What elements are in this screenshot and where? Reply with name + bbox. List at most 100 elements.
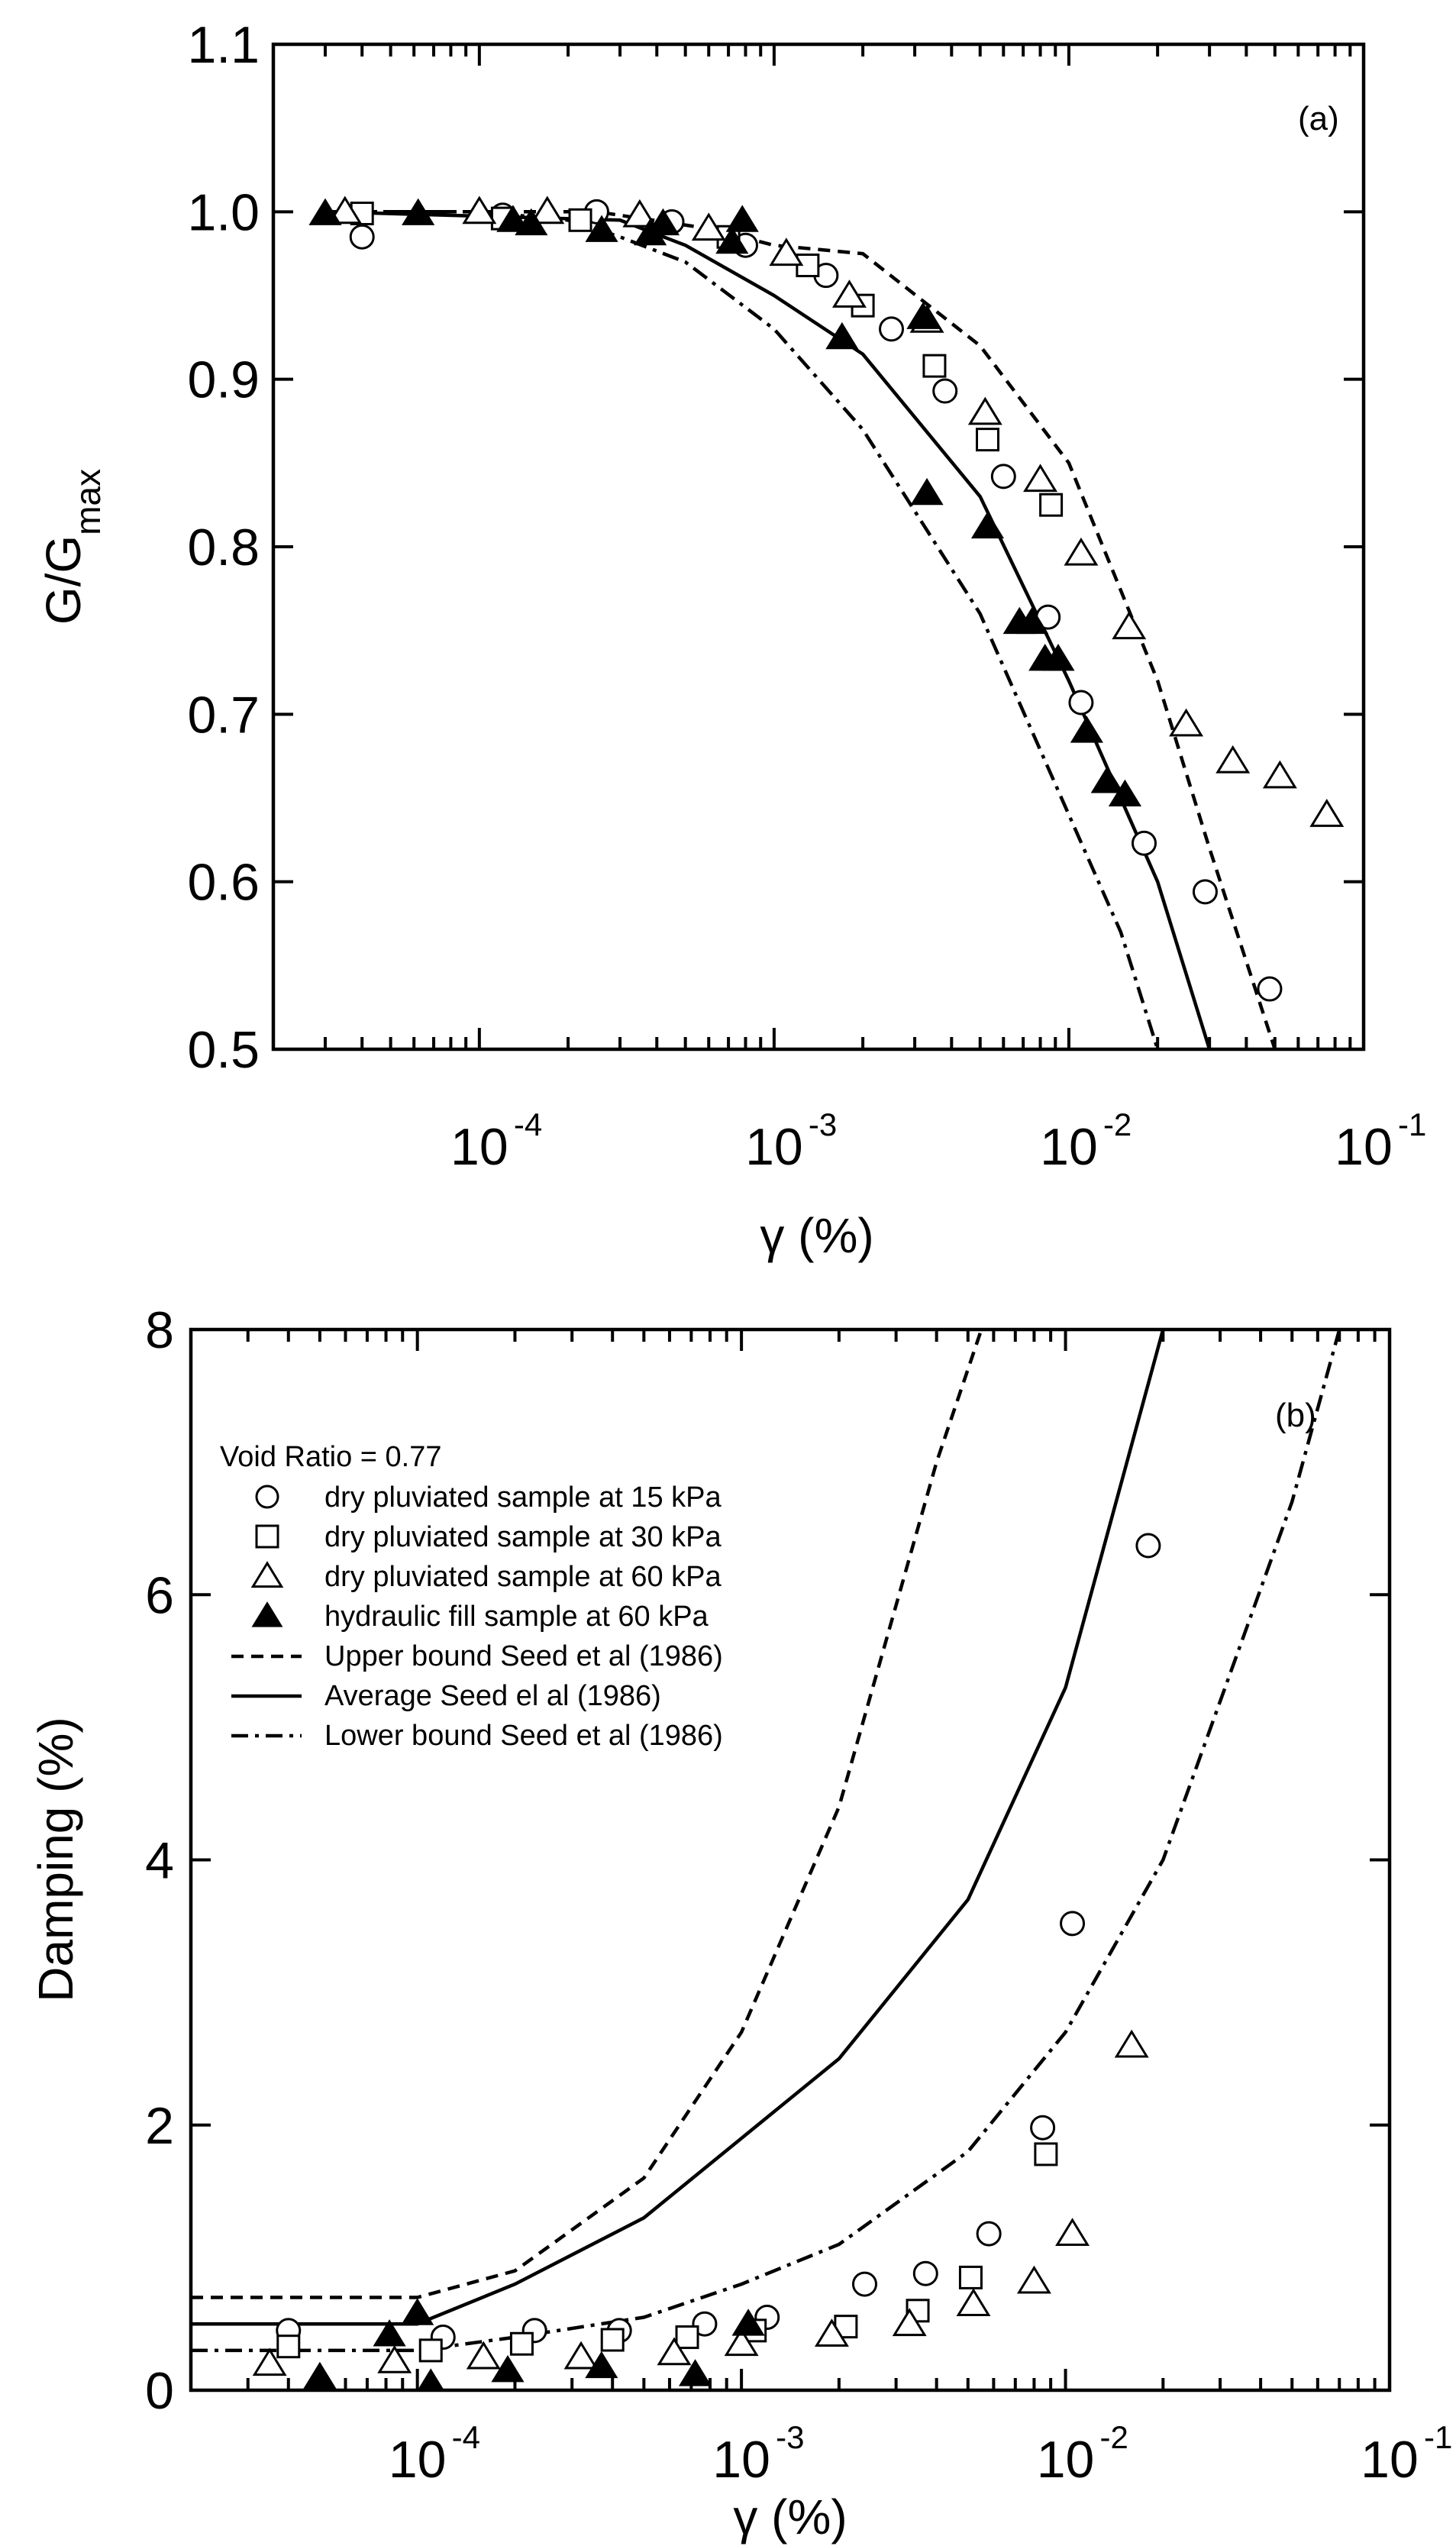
data-point-circle-open — [1192, 879, 1218, 905]
data-point-square-open — [509, 2331, 534, 2356]
legend-label: Upper bound Seed et al (1986) — [324, 1640, 723, 1672]
data-point-triangle-open — [769, 237, 804, 267]
data-point-triangle-filled — [715, 226, 749, 254]
data-point-triangle-open — [1169, 708, 1204, 737]
data-point-triangle-open — [724, 2328, 759, 2357]
data-point-triangle-open — [252, 2347, 287, 2376]
legend-label: Average Seed el al (1986) — [324, 1680, 661, 1712]
data-point-triangle-open — [956, 2288, 991, 2317]
legend-title: Void Ratio = 0.77 — [220, 1441, 442, 1473]
legend-label: dry pluviated sample at 15 kPa — [324, 1481, 722, 1514]
panel-a-markers — [308, 195, 1345, 1002]
x-tick-label-base: 10 — [1040, 1118, 1098, 1176]
legend-item: Average Seed el al (1986) — [231, 1680, 661, 1712]
legend: Void Ratio = 0.77 dry pluviated sample a… — [220, 1441, 723, 1752]
x-tick-label-exponent: -4 — [452, 2419, 480, 2455]
legend-item: hydraulic fill sample at 60 kPa — [251, 1601, 709, 1633]
legend-symbol-triangle-open — [250, 1561, 284, 1588]
data-point-circle-open — [1068, 690, 1094, 716]
data-point-triangle-filled — [417, 2368, 444, 2390]
x-tick-label-exponent: -3 — [776, 2419, 804, 2455]
data-point-triangle-filled — [678, 2359, 712, 2386]
legend-label: dry pluviated sample at 30 kPa — [324, 1521, 722, 1553]
data-point-triangle-filled — [731, 2309, 765, 2336]
x-tick-label: 10 -2 — [1037, 2419, 1128, 2489]
data-point-triangle-filled — [401, 2298, 434, 2325]
data-point-triangle-filled — [970, 511, 1005, 539]
panel-a: 0.50.60.70.80.91.01.110 -4 10 -3 10 -2 10 -1 (a… — [36, 16, 1426, 1263]
data-point-square-open — [976, 428, 1000, 452]
data-point-triangle-open — [1309, 799, 1345, 827]
series-line-dashed — [191, 1330, 983, 2299]
legend-symbol-triangle-filled — [251, 1601, 283, 1627]
data-point-triangle-open — [1064, 537, 1099, 566]
x-tick-label-exponent: -2 — [1100, 2419, 1128, 2455]
data-point-triangle-filled — [646, 208, 680, 236]
data-point-triangle-filled — [825, 321, 859, 350]
data-point-triangle-open — [1055, 2218, 1090, 2247]
x-tick-label: 10 -2 — [1040, 1107, 1132, 1176]
y-tick-label: 0.6 — [187, 854, 260, 912]
panel-a-y-axis-title-main: G/G — [36, 535, 91, 625]
x-tick-label: 10 -4 — [450, 1107, 542, 1176]
data-point-triangle-filled — [1041, 644, 1075, 671]
data-point-circle-open — [976, 2221, 1002, 2247]
data-point-square-open — [276, 2334, 301, 2359]
data-point-triangle-open — [892, 2308, 927, 2337]
y-tick-label: 8 — [145, 1301, 174, 1359]
x-tick-label-exponent: -1 — [1424, 2419, 1452, 2455]
data-point-square-open — [1034, 2142, 1058, 2166]
data-point-triangle-filled — [906, 302, 940, 329]
data-point-square-open — [568, 208, 592, 232]
legend-label: hydraulic fill sample at 60 kPa — [324, 1601, 709, 1633]
data-point-circle-open — [851, 2271, 877, 2297]
panel-b-markers — [252, 1533, 1161, 2390]
data-point-triangle-open — [530, 195, 565, 225]
data-point-square-open — [675, 2325, 699, 2350]
y-tick-label: 0.7 — [187, 686, 260, 744]
legend-item: dry pluviated sample at 60 kPa — [250, 1561, 722, 1593]
data-point-square-open — [922, 354, 947, 378]
data-point-circle-open — [879, 316, 905, 342]
data-point-triangle-filled — [1015, 606, 1049, 635]
x-tick-label-base: 10 — [745, 1118, 803, 1176]
series-line-dashed — [325, 210, 1277, 1049]
data-point-triangle-filled — [496, 205, 530, 232]
series-line-dashdot — [191, 1330, 1341, 2353]
data-point-triangle-open — [1114, 2029, 1149, 2058]
data-point-square-open — [958, 2265, 983, 2289]
data-point-triangle-open — [466, 2341, 501, 2370]
data-point-triangle-open — [1023, 464, 1058, 493]
x-tick-label-exponent: -1 — [1398, 1107, 1426, 1142]
y-tick-label: 4 — [145, 1832, 174, 1890]
legend-item: dry pluviated sample at 30 kPa — [255, 1521, 722, 1553]
legend-item: Upper bound Seed et al (1986) — [231, 1640, 723, 1672]
data-point-square-open — [418, 2338, 443, 2363]
y-tick-label: 1.0 — [187, 183, 260, 241]
y-tick-label: 0.5 — [187, 1021, 260, 1079]
panel-b-lines — [191, 1330, 1341, 2353]
panel-a-y-axis-title: G/Gmax — [36, 469, 108, 625]
data-point-triangle-open — [1016, 2265, 1051, 2294]
x-tick-label-exponent: -3 — [809, 1107, 837, 1142]
data-point-circle-open — [349, 224, 375, 250]
y-tick-label: 0 — [145, 2362, 174, 2420]
data-point-circle-open — [990, 464, 1016, 489]
data-point-triangle-filled — [585, 215, 618, 242]
data-point-circle-open — [1060, 1911, 1086, 1937]
data-point-triangle-open — [328, 195, 363, 225]
data-point-triangle-open — [377, 2344, 412, 2373]
data-point-triangle-filled — [515, 208, 548, 236]
x-tick-label: 10 -4 — [389, 2419, 480, 2489]
y-tick-label: 1.1 — [187, 16, 260, 74]
data-point-triangle-open — [814, 2318, 849, 2347]
data-point-triangle-open — [1112, 611, 1147, 640]
data-point-circle-open — [912, 2260, 938, 2286]
data-point-triangle-filled — [725, 205, 759, 232]
data-point-square-open — [1039, 493, 1064, 517]
x-tick-label-exponent: -4 — [514, 1107, 542, 1142]
x-tick-label-base: 10 — [1037, 2431, 1095, 2489]
